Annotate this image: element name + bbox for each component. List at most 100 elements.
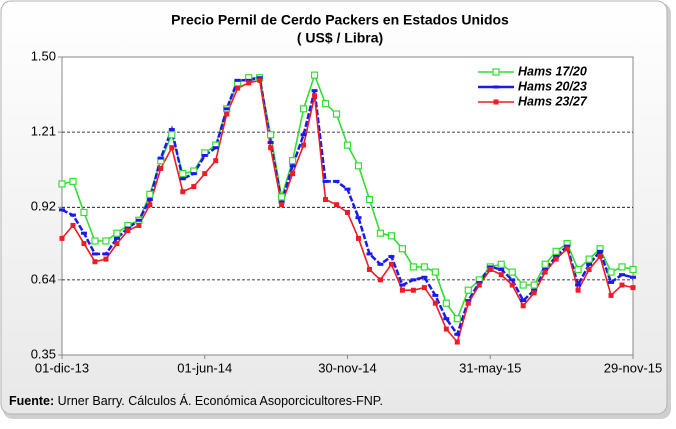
source-label: Fuente:: [9, 394, 54, 408]
point: [564, 246, 570, 252]
point: [234, 78, 241, 82]
point: [574, 265, 582, 274]
x-tick-label: 01-jun-14: [177, 360, 232, 375]
point: [355, 235, 361, 241]
point: [332, 110, 341, 118]
point: [443, 317, 450, 321]
x-tick-label: 29-nov-15: [604, 360, 663, 375]
point: [454, 339, 460, 345]
plot-area: [61, 56, 634, 356]
point: [168, 128, 175, 132]
point: [586, 262, 593, 266]
point: [530, 281, 538, 289]
point: [125, 228, 131, 234]
point: [268, 145, 274, 151]
point: [608, 280, 615, 284]
point: [288, 157, 297, 165]
x-tick-label: 30-nov-14: [318, 360, 377, 375]
point: [366, 252, 373, 256]
point: [91, 237, 99, 245]
point: [410, 287, 416, 293]
point: [432, 300, 438, 306]
y-tick-label: 0.35: [31, 346, 56, 361]
legend-label: Hams 20/23: [518, 79, 587, 93]
point: [278, 200, 285, 204]
point: [509, 278, 516, 282]
point: [355, 216, 362, 220]
point: [322, 179, 329, 183]
point: [454, 332, 461, 336]
point: [608, 292, 614, 298]
point: [311, 89, 318, 93]
point: [487, 265, 494, 269]
point: [586, 266, 592, 272]
point: [619, 273, 626, 277]
point: [597, 249, 604, 253]
point: [136, 222, 142, 228]
point: [168, 131, 176, 139]
point: [377, 262, 384, 266]
point: [245, 78, 252, 82]
source-text: Urner Barry. Cálculos Á. Económica Asopo…: [58, 393, 383, 408]
point: [224, 111, 230, 117]
point: [300, 133, 307, 137]
point: [420, 263, 428, 271]
point: [146, 190, 154, 198]
point: [443, 326, 449, 332]
point: [509, 282, 515, 288]
point: [618, 263, 626, 271]
point: [432, 293, 439, 297]
point: [102, 252, 109, 256]
point: [146, 198, 153, 202]
point: [201, 153, 208, 157]
point: [542, 269, 548, 275]
legend-label: Hams 23/27: [518, 94, 588, 108]
point: [191, 184, 197, 190]
point: [169, 145, 175, 151]
point: [476, 282, 482, 288]
point: [179, 170, 187, 178]
point: [299, 105, 308, 113]
point: [80, 231, 87, 235]
point: [70, 222, 76, 228]
point: [453, 315, 461, 323]
point: [235, 85, 241, 91]
point: [92, 259, 98, 265]
point: [157, 156, 164, 160]
point: [124, 226, 131, 230]
point: [158, 165, 164, 171]
point: [223, 107, 230, 111]
chart-title: Precio Pernil de Cerdo Packers en Estado…: [171, 12, 509, 28]
legend-marker: [492, 68, 500, 76]
point: [431, 268, 439, 276]
point: [630, 275, 636, 279]
point: [91, 252, 98, 256]
point: [553, 256, 559, 262]
point: [377, 277, 383, 283]
point: [398, 245, 407, 253]
point: [323, 197, 329, 203]
point: [256, 76, 263, 80]
point: [498, 267, 505, 271]
point: [575, 283, 582, 287]
point: [81, 241, 87, 247]
point: [69, 177, 77, 185]
point: [552, 247, 560, 255]
point: [564, 244, 571, 248]
point: [301, 142, 307, 148]
point: [421, 285, 427, 291]
legend-label: Hams 17/20: [518, 64, 587, 78]
point: [179, 177, 186, 181]
point: [58, 180, 66, 188]
point: [345, 209, 350, 215]
point: [597, 254, 603, 260]
point: [464, 286, 472, 294]
y-tick-label: 0.92: [31, 199, 56, 214]
point: [267, 131, 275, 139]
point: [585, 255, 593, 263]
point: [607, 268, 615, 276]
point: [508, 268, 516, 276]
point: [113, 229, 121, 237]
y-tick-label: 1.21: [31, 124, 56, 139]
